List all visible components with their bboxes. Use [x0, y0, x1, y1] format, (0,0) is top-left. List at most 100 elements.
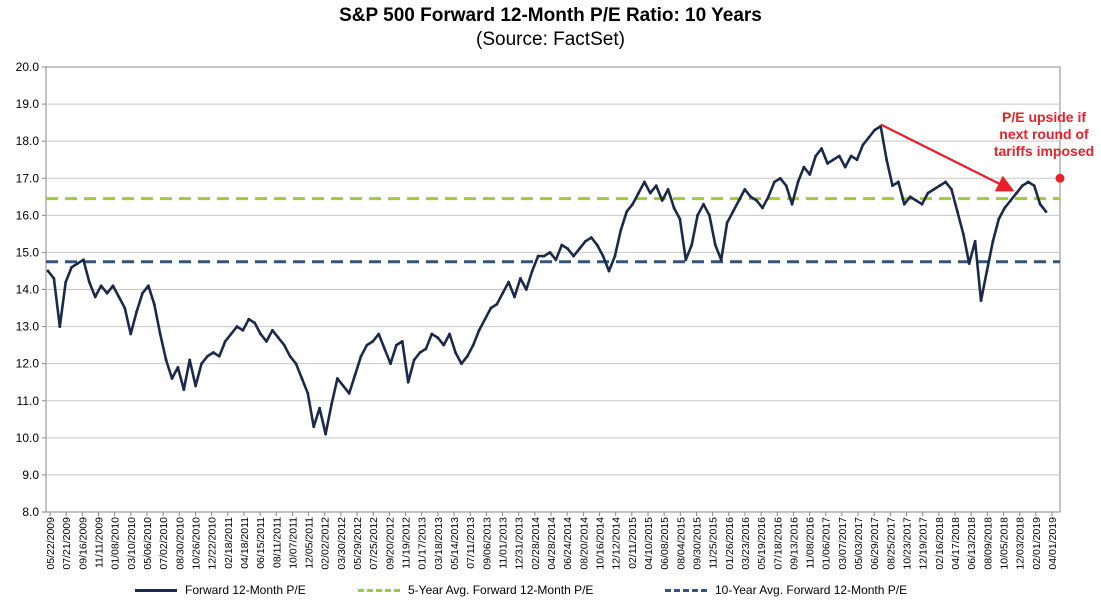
pe-data-point [1015, 191, 1018, 195]
x-tick-label: 08/04/2015 [675, 517, 687, 570]
pe-data-point [997, 217, 1001, 221]
pe-data-point [1003, 206, 1007, 210]
x-tick-label: 07/18/2016 [772, 517, 784, 570]
pe-data-point [442, 343, 446, 347]
x-tick-label: 06/13/2018 [966, 517, 978, 570]
pe-data-point [749, 195, 753, 199]
y-tick-label: 20.0 [16, 60, 40, 74]
pe-data-point [643, 180, 646, 184]
pe-data-point [524, 288, 528, 291]
pe-data-point [808, 173, 812, 176]
pe-data-point [566, 247, 570, 251]
annotation-text-line: next round of [999, 126, 1089, 142]
pe-data-point [583, 239, 587, 243]
y-axis: 8.0 9.0 10.0 11.0 12.0 13.0 14.0 15.0 16.0 17.0 18… [16, 60, 46, 519]
pe-data-point [111, 284, 115, 288]
pe-data-point [1032, 184, 1036, 188]
pe-data-point [188, 358, 192, 362]
x-tick-label: 07/11/2013 [465, 517, 477, 569]
chart-title-block: S&P 500 Forward 12-Month P/E Ratio: 10 Y… [0, 4, 1101, 52]
pe-data-point [395, 343, 398, 347]
x-tick-label: 08/09/2018 [982, 517, 994, 570]
pe-data-point [560, 243, 564, 247]
pe-data-point [891, 184, 894, 188]
pe-data-point [696, 213, 699, 217]
x-tick-label: 07/25/2012 [368, 517, 380, 570]
x-tick-label: 04/28/2014 [546, 517, 558, 570]
pe-data-point [1009, 199, 1012, 202]
pe-data-point [755, 199, 759, 202]
x-tick-label: 12/19/2017 [918, 517, 930, 570]
legend-label-5yr-avg: 5-Year Avg. Forward 12-Month P/E [408, 583, 594, 597]
pe-data-point [725, 221, 729, 225]
legend-swatch-10yr-avg [665, 588, 707, 592]
x-tick-label: 11/11/2009 [93, 517, 105, 568]
pe-data-point [802, 165, 806, 169]
x-tick-label: 12/22/2010 [207, 517, 219, 570]
x-tick-label: 03/23/2016 [740, 517, 752, 570]
pe-data-point [666, 187, 670, 191]
pe-data-point [341, 384, 345, 388]
pe-data-point [1020, 184, 1024, 188]
pe-data-point [820, 147, 823, 150]
pe-data-point [707, 213, 711, 217]
chart-subtitle: (Source: FactSet) [476, 29, 625, 50]
pe-data-point [973, 239, 977, 243]
legend-item-5yr-avg: 5-Year Avg. Forward 12-Month P/E [358, 580, 593, 600]
pe-data-point [855, 158, 859, 162]
pe-data-point [300, 377, 304, 380]
pe-data-point [637, 191, 640, 195]
pe-data-point [967, 262, 971, 265]
pe-data-point [519, 276, 522, 280]
x-tick-label: 01/08/2010 [110, 517, 122, 570]
x-tick-label: 05/19/2016 [756, 517, 768, 570]
pe-data-point [105, 291, 109, 295]
x-tick-label: 07/21/2009 [61, 517, 73, 570]
pe-data-point [229, 332, 233, 336]
x-tick-label: 02/01/2019 [1031, 517, 1043, 570]
pe-data-point [347, 391, 351, 395]
pe-data-point [448, 332, 451, 336]
x-tick-label: 04/01/2019 [1047, 517, 1059, 570]
pe-data-point [814, 154, 818, 158]
pe-data-point [542, 254, 546, 258]
pe-data-point [129, 332, 133, 336]
pe-data-point [211, 351, 215, 354]
pe-data-point [767, 195, 770, 199]
x-tick-label: 04/10/2015 [643, 517, 655, 570]
x-tick-label: 05/03/2017 [853, 517, 865, 570]
x-tick-label: 11/19/2012 [401, 517, 413, 569]
x-tick-label: 07/02/2010 [158, 517, 170, 570]
pe-data-point [459, 362, 463, 366]
annotation-arrow [880, 123, 1015, 192]
x-tick-label: 05/22/2009 [45, 517, 57, 570]
pe-data-point [152, 302, 156, 306]
pe-data-point [619, 228, 623, 232]
pe-data-point [164, 358, 168, 362]
pe-data-point [194, 384, 198, 388]
pe-data-point [259, 332, 262, 336]
pe-data-point [471, 343, 475, 347]
pe-data-point [1026, 180, 1030, 184]
pe-data-point [1038, 202, 1042, 206]
pe-data-point [873, 128, 877, 132]
pe-data-point [58, 325, 62, 328]
pe-data-point [902, 202, 906, 206]
pe-data-point [761, 206, 764, 210]
annotation-marker [1055, 173, 1065, 183]
pe-data-point [383, 347, 387, 351]
pe-data-point [944, 180, 948, 184]
pe-data-point [306, 391, 310, 395]
pe-data-point [265, 340, 268, 343]
pe-data-point [938, 184, 942, 188]
pe-data-point [371, 340, 375, 343]
pe-data-point [247, 317, 251, 321]
x-tick-label: 02/11/2015 [627, 517, 639, 569]
pe-data-point [896, 180, 900, 184]
x-tick-label: 06/15/2011 [255, 517, 267, 569]
legend-label-pe: Forward 12-Month P/E [185, 583, 306, 597]
pe-data-point [253, 321, 257, 325]
pe-data-point [389, 362, 392, 366]
pe-data-point [837, 154, 841, 158]
x-tick-label: 11/08/2016 [805, 517, 817, 569]
